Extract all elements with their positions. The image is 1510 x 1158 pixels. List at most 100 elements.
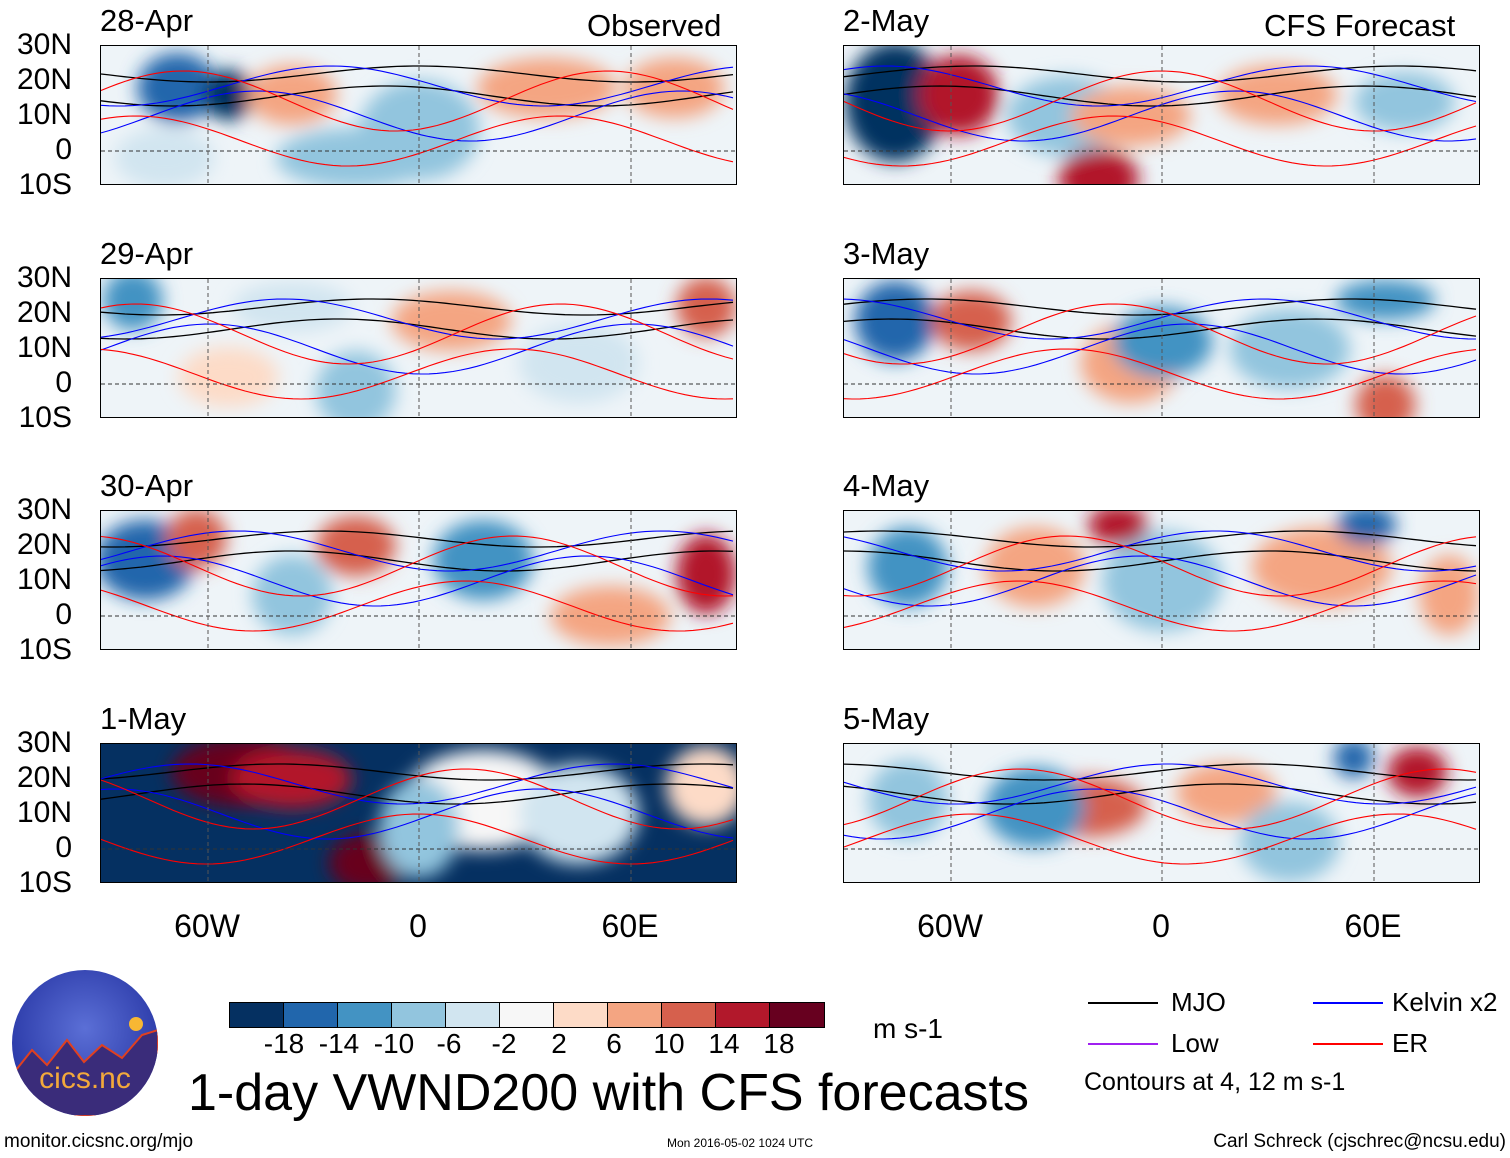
kelvin-contour — [101, 788, 734, 840]
figure-title: 1-day VWND200 with CFS forecasts — [188, 1064, 1029, 1122]
y-tick-label: 30N — [16, 261, 72, 294]
colorbar-swatch — [662, 1003, 716, 1027]
x-tick-label: 60E — [601, 908, 659, 944]
er-contour — [844, 70, 1477, 132]
y-tick-label: 0 — [55, 366, 72, 399]
colorbar-swatch — [446, 1003, 500, 1027]
kelvin-contour — [101, 298, 734, 340]
er-contour — [844, 813, 1477, 865]
legend-kelvin-line — [1313, 1002, 1383, 1004]
y-tick-label: 0 — [55, 598, 72, 631]
kelvin-contour — [844, 298, 1477, 340]
er-contour — [101, 303, 734, 365]
legend-mjo-line — [1088, 1002, 1158, 1004]
y-tick-label: 10S — [18, 633, 72, 666]
panel-date: 1-May — [100, 701, 187, 736]
er-contour — [101, 768, 734, 830]
colorbar-swatch — [230, 1003, 284, 1027]
er-contour — [844, 348, 1477, 400]
mjo-contour — [844, 550, 1477, 572]
wind-anomaly-blob — [433, 520, 534, 600]
colorbar-units: m s-1 — [873, 1013, 943, 1044]
wind-anomaly-blob — [391, 291, 512, 351]
map-panel — [843, 743, 1480, 883]
legend-low: Low — [1171, 1028, 1219, 1058]
legend-kelvin: Kelvin x2 — [1392, 987, 1498, 1017]
er-contour — [101, 580, 734, 632]
mjo-contour — [844, 85, 1477, 107]
wind-anomaly-blob — [854, 281, 935, 361]
wind-anomaly-blob — [676, 534, 736, 614]
er-contour — [101, 70, 734, 132]
map-panel — [100, 743, 737, 883]
panel-date: 29-Apr — [100, 236, 194, 271]
kelvin-contour — [844, 323, 1477, 375]
wind-anomaly-blob — [844, 46, 945, 162]
kelvin-contour — [101, 90, 734, 142]
legend-er-line — [1313, 1043, 1383, 1045]
panel-date: 30-Apr — [100, 468, 194, 503]
mjo-contour — [101, 763, 734, 781]
mjo-contour — [844, 783, 1477, 805]
colorbar-swatch — [392, 1003, 446, 1027]
wind-anomaly-blob — [518, 323, 639, 403]
y-tick-label: 20N — [16, 63, 72, 96]
colorbar-swatch — [608, 1003, 662, 1027]
footer-url[interactable]: monitor.cicsnc.org/mjo — [4, 1131, 194, 1152]
legend-er: ER — [1392, 1028, 1429, 1058]
legend-low-line — [1088, 1043, 1158, 1045]
colorbar-swatch — [500, 1003, 554, 1027]
mountain-icon — [12, 1017, 158, 1116]
colorbar-swatch — [716, 1003, 770, 1027]
wind-anomaly-blob — [985, 527, 1086, 607]
footer-author: Carl Schreck (cjschrec@ncsu.edu) — [1213, 1131, 1506, 1152]
wind-anomaly-blob — [232, 282, 353, 332]
er-contour — [844, 768, 1477, 830]
observed-label: Observed — [587, 8, 722, 43]
wind-anomaly-blob — [867, 760, 948, 840]
logo-text: cics.nc — [39, 1062, 131, 1095]
y-tick-label: 10N — [16, 98, 72, 131]
map-panel — [100, 45, 737, 185]
wind-anomaly-blob — [1239, 802, 1340, 882]
kelvin-contour — [101, 323, 734, 375]
wind-anomaly-blob — [114, 128, 215, 184]
forecast-label: CFS Forecast — [1264, 8, 1456, 43]
wind-anomaly-blob — [1355, 375, 1416, 417]
colorbar-swatch — [770, 1003, 824, 1027]
kelvin-contour — [101, 555, 734, 607]
mjo-contour — [101, 318, 734, 340]
mjo-contour — [101, 550, 734, 572]
panel-date: 2-May — [843, 3, 930, 38]
colorbar-label: 14 — [708, 1028, 740, 1059]
kelvin-contour — [844, 555, 1477, 607]
wind-anomaly-blob — [1087, 511, 1148, 545]
colorbar-label: -6 — [436, 1028, 462, 1059]
map-panel — [100, 510, 737, 650]
colorbar-swatch — [338, 1003, 392, 1027]
colorbar-label: 2 — [551, 1028, 567, 1059]
footer-timestamp: Mon 2016-05-02 1024 UTC — [667, 1136, 814, 1150]
mjo-contour — [844, 318, 1477, 340]
mjo-contour — [101, 530, 734, 548]
map-panel — [100, 278, 737, 418]
contour-note: Contours at 4, 12 m s-1 — [1084, 1068, 1346, 1096]
wind-anomaly-blob — [1336, 511, 1397, 545]
y-tick-label: 30N — [16, 726, 72, 759]
er-contour — [844, 580, 1477, 632]
colorbar-label: 10 — [653, 1028, 685, 1059]
wind-anomaly-blob — [550, 586, 671, 646]
panel-date: 5-May — [843, 701, 930, 736]
er-contour — [101, 813, 734, 865]
colorbar-swatch — [284, 1003, 338, 1027]
wind-anomaly-blob — [867, 527, 948, 607]
wind-anomaly-blob — [1229, 309, 1350, 389]
colorbar-label: -10 — [373, 1028, 415, 1059]
kelvin-contour — [844, 763, 1477, 805]
y-tick-label: 10S — [18, 401, 72, 434]
wind-anomaly-blob — [676, 279, 736, 337]
panel-date: 4-May — [843, 468, 930, 503]
wind-anomaly-blob — [275, 128, 436, 184]
mjo-contour — [844, 763, 1477, 781]
er-contour — [844, 115, 1477, 167]
